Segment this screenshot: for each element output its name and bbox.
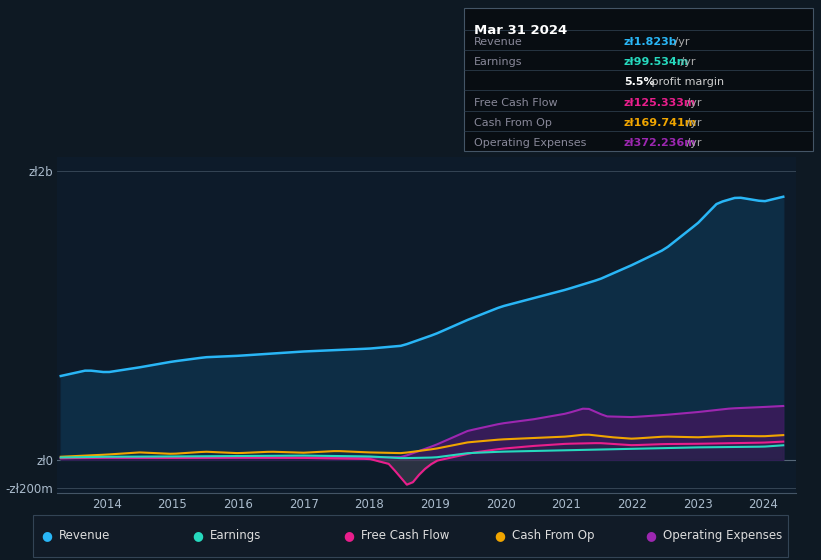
Text: Operating Expenses: Operating Expenses [663, 529, 782, 543]
Text: zł1.823b: zł1.823b [624, 37, 677, 47]
Text: Earnings: Earnings [210, 529, 262, 543]
Text: ●: ● [343, 529, 354, 543]
Text: Mar 31 2024: Mar 31 2024 [474, 24, 567, 37]
Text: ●: ● [645, 529, 656, 543]
Text: zł169.741m: zł169.741m [624, 118, 697, 128]
Text: zł125.333m: zł125.333m [624, 97, 696, 108]
Text: /yr: /yr [683, 118, 702, 128]
Text: ●: ● [494, 529, 505, 543]
Text: Operating Expenses: Operating Expenses [474, 138, 586, 148]
Text: Cash From Op: Cash From Op [512, 529, 594, 543]
Text: /yr: /yr [683, 138, 702, 148]
Text: /yr: /yr [683, 97, 702, 108]
Text: Revenue: Revenue [474, 37, 522, 47]
Text: /yr: /yr [677, 57, 695, 67]
Text: zł372.236m: zł372.236m [624, 138, 697, 148]
Text: 5.5%: 5.5% [624, 77, 654, 87]
Text: zł99.534m: zł99.534m [624, 57, 689, 67]
Text: Free Cash Flow: Free Cash Flow [474, 97, 557, 108]
Text: Earnings: Earnings [474, 57, 522, 67]
Text: ●: ● [41, 529, 52, 543]
Text: ●: ● [192, 529, 203, 543]
Text: Free Cash Flow: Free Cash Flow [361, 529, 450, 543]
Text: profit margin: profit margin [648, 77, 724, 87]
Text: Cash From Op: Cash From Op [474, 118, 552, 128]
Text: /yr: /yr [672, 37, 690, 47]
Text: Revenue: Revenue [59, 529, 111, 543]
